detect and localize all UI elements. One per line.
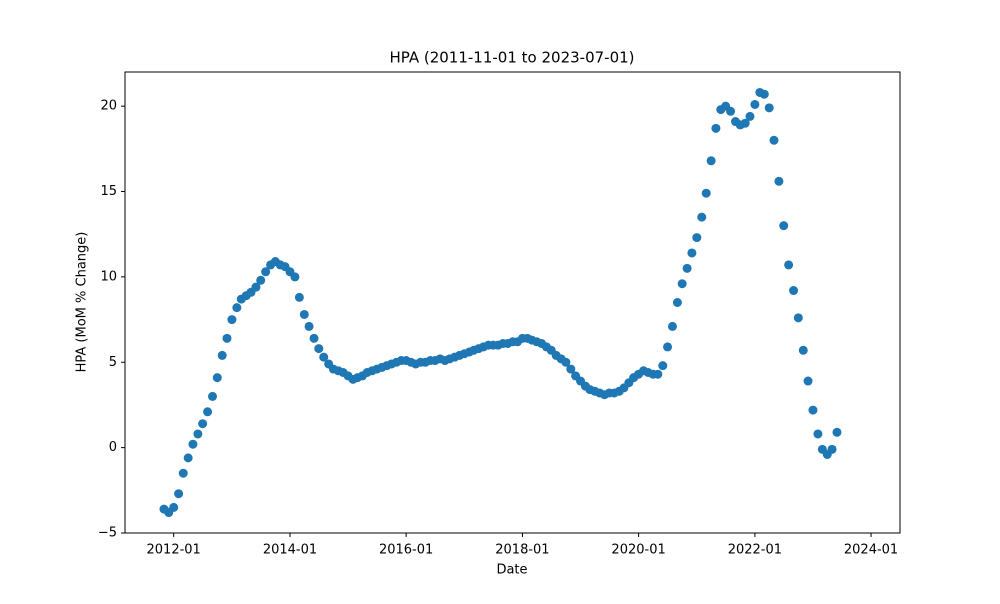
data-point: [750, 99, 760, 109]
x-axis-label: Date: [496, 563, 527, 578]
data-point: [803, 376, 813, 386]
data-point: [784, 260, 794, 270]
data-point: [832, 427, 842, 437]
x-tick-label: 2020-01: [611, 543, 665, 558]
x-tick-label: 2016-01: [379, 543, 433, 558]
data-point: [789, 286, 799, 296]
data-point: [232, 303, 242, 313]
data-point: [304, 321, 314, 331]
data-point: [663, 342, 673, 352]
data-point: [188, 439, 198, 449]
data-point: [745, 111, 755, 121]
data-point: [203, 407, 213, 417]
data-point: [314, 344, 324, 354]
data-point: [198, 419, 208, 429]
data-point: [251, 282, 261, 292]
data-point: [290, 272, 300, 282]
data-point: [677, 279, 687, 289]
data-point: [212, 373, 222, 383]
y-tick-label: 0: [109, 440, 117, 455]
data-point: [294, 292, 304, 302]
data-point: [222, 333, 232, 343]
data-point: [653, 369, 663, 379]
data-point: [227, 315, 237, 325]
data-point: [208, 391, 218, 401]
data-point: [779, 221, 789, 231]
data-point: [740, 118, 750, 128]
y-axis-label: HPA (MoM % Change): [75, 232, 90, 373]
chart-title: HPA (2011-11-01 to 2023-07-01): [389, 49, 634, 67]
y-tick-label: 20: [100, 99, 117, 114]
data-point: [566, 364, 576, 374]
data-point: [827, 444, 837, 454]
data-point: [561, 357, 571, 367]
data-point: [769, 135, 779, 145]
x-tick-label: 2014-01: [263, 543, 317, 558]
data-point: [319, 352, 329, 362]
y-tick-label: −5: [98, 526, 117, 541]
data-point: [711, 123, 721, 133]
y-tick-label: 5: [109, 355, 117, 370]
data-point: [759, 89, 769, 99]
data-point: [808, 405, 818, 415]
data-point: [658, 361, 668, 371]
data-point: [697, 212, 707, 222]
x-tick-label: 2022-01: [728, 543, 782, 558]
x-tick-label: 2012-01: [147, 543, 201, 558]
data-point: [793, 313, 803, 323]
data-point: [178, 468, 188, 478]
data-point: [667, 321, 677, 331]
data-point: [687, 248, 697, 258]
data-point: [701, 188, 711, 198]
data-point: [726, 106, 736, 116]
data-point: [261, 267, 271, 277]
data-point: [256, 275, 266, 285]
data-point: [169, 502, 179, 512]
data-point: [813, 429, 823, 439]
y-tick-label: 15: [100, 184, 117, 199]
data-point: [774, 176, 784, 186]
data-point: [193, 429, 203, 439]
plot-frame: [124, 71, 901, 534]
data-point: [309, 333, 319, 343]
x-tick-label: 2018-01: [495, 543, 549, 558]
x-tick-label: 2024-01: [844, 543, 898, 558]
data-point: [706, 156, 716, 166]
data-point: [672, 298, 682, 307]
data-point: [174, 489, 184, 499]
data-point: [798, 345, 808, 355]
data-point: [183, 453, 193, 463]
data-point: [682, 263, 692, 273]
data-point: [217, 350, 227, 360]
data-point: [764, 103, 774, 113]
y-tick-label: 10: [100, 269, 117, 284]
data-point: [299, 309, 309, 319]
data-point: [692, 233, 702, 243]
